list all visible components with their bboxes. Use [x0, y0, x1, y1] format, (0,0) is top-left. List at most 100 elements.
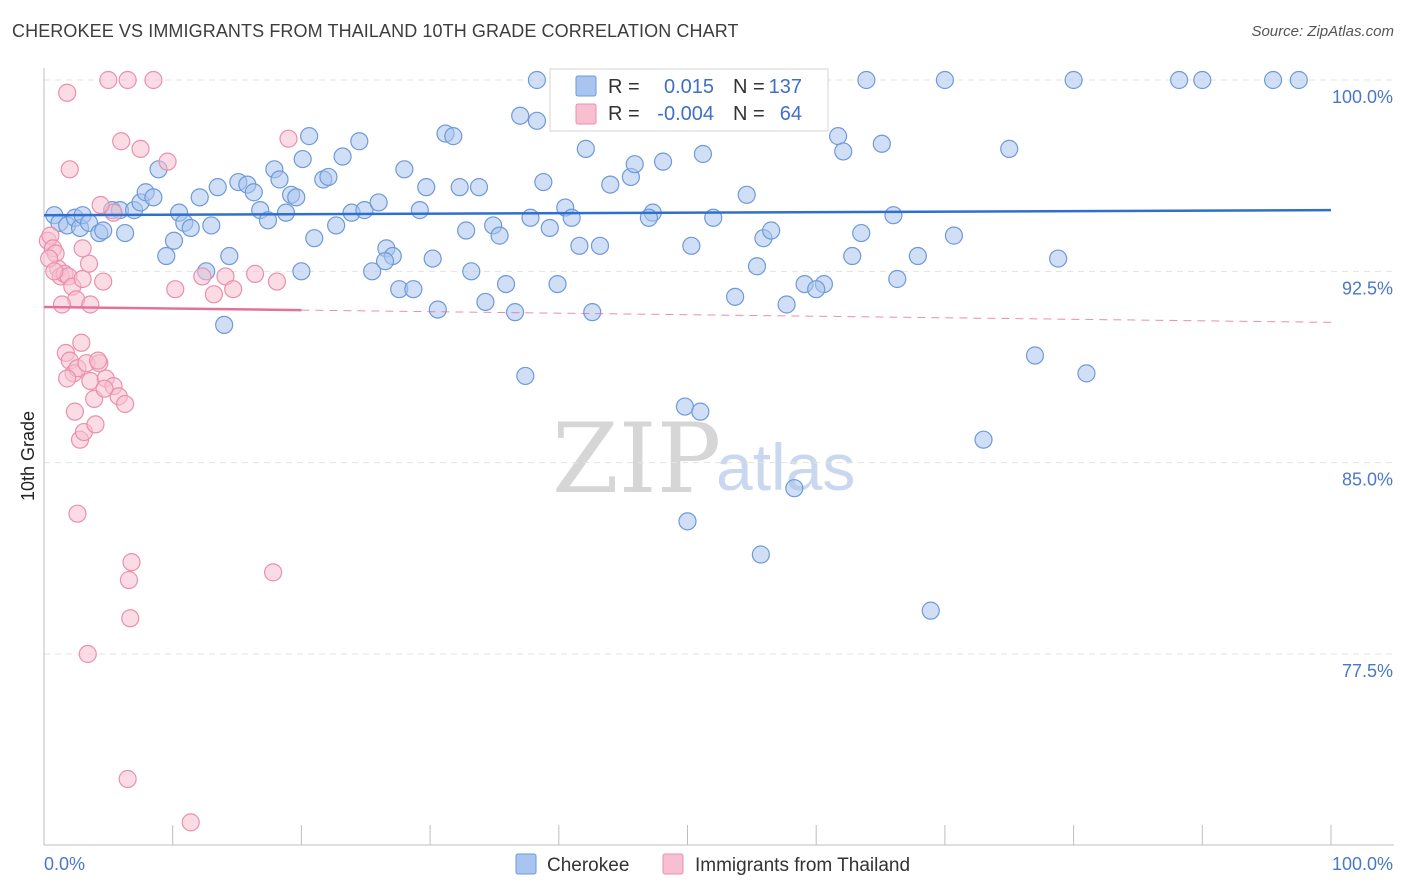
cherokee-point — [363, 262, 382, 281]
legend-n-label-thailand: N = — [733, 103, 765, 125]
legend-swatch-cherokee — [575, 75, 597, 97]
cherokee-point — [691, 402, 710, 421]
thailand-point — [52, 295, 72, 314]
cherokee-point — [675, 397, 695, 416]
cherokee-point — [843, 246, 862, 266]
cherokee-point — [292, 262, 311, 281]
thailand-point — [65, 402, 84, 421]
thailand-point — [122, 553, 141, 572]
thailand-point — [91, 195, 110, 215]
legend-r-label-cherokee: R = — [608, 76, 640, 98]
cherokee-point — [974, 430, 993, 449]
thailand-trend-line-solid — [43, 305, 302, 312]
cherokee-point — [534, 172, 553, 192]
cherokee-point — [327, 216, 346, 235]
thailand-point — [166, 280, 185, 299]
trend-layer — [43, 208, 1332, 323]
cherokee-point — [540, 218, 559, 238]
cherokee-point — [872, 134, 891, 153]
cherokee-point — [693, 144, 713, 164]
cherokee-point — [469, 178, 489, 197]
thailand-point — [279, 129, 298, 148]
series-legend-label-thailand: Immigrants from Thailand — [695, 855, 910, 876]
cherokee-point — [511, 106, 530, 125]
cherokee-point — [678, 512, 697, 531]
thailand-point — [118, 70, 137, 90]
stats-legend: R = 0.015 N = 137 R = -0.004 N = 64 — [549, 68, 829, 132]
thailand-point — [158, 152, 177, 171]
cherokee-point — [276, 203, 296, 222]
cherokee-point — [350, 132, 369, 151]
thailand-point — [267, 272, 287, 291]
thailand-point — [131, 139, 150, 158]
legend-n-label-cherokee: N = — [733, 76, 765, 98]
cherokee-point — [1077, 364, 1096, 383]
cherokee-point — [181, 218, 200, 238]
grid-layer — [44, 79, 1394, 655]
cherokee-point — [258, 211, 278, 230]
thailand-point — [58, 369, 77, 388]
cherokee-point — [144, 188, 163, 207]
thailand-point — [115, 394, 135, 414]
cherokee-point — [1049, 249, 1068, 268]
cherokee-point — [462, 262, 481, 281]
cherokee-point — [1064, 70, 1083, 90]
cherokee-point — [653, 152, 673, 171]
cherokee-point — [884, 206, 903, 225]
cherokee-point — [1193, 70, 1212, 90]
series-legend: Cherokee Immigrants from Thailand — [515, 853, 910, 876]
x-tick-label: 100.0% — [1332, 854, 1393, 874]
cherokee-point — [215, 315, 234, 335]
cherokee-point — [777, 295, 796, 314]
thailand-point — [119, 570, 139, 590]
thailand-point — [58, 83, 77, 102]
cherokee-point — [115, 223, 135, 243]
cherokee-point — [576, 139, 595, 158]
cherokee-point — [270, 170, 289, 189]
watermark-zip: ZIP — [552, 403, 721, 515]
cherokee-point — [908, 246, 927, 266]
y-tick-label: 100.0% — [1332, 87, 1393, 107]
cherokee-point — [164, 231, 184, 250]
cherokee-point — [375, 252, 395, 271]
cherokee-point — [319, 167, 338, 187]
series-legend-label-cherokee: Cherokee — [547, 855, 629, 876]
cherokee-point — [737, 185, 756, 204]
y-tick-label: 77.5% — [1342, 661, 1393, 681]
cherokee-point — [395, 160, 414, 179]
thailand-point — [263, 563, 283, 582]
thailand-point — [99, 70, 118, 90]
cherokee-point — [834, 142, 853, 161]
cherokee-point — [444, 127, 463, 146]
cherokee-point — [888, 269, 907, 289]
y-tick-label: 85.0% — [1342, 470, 1393, 490]
cherokee-point — [450, 178, 469, 197]
cherokee-point — [94, 221, 113, 240]
chart-source: Source: ZipAtlas.com — [1251, 23, 1394, 40]
cherokee-point — [293, 149, 312, 169]
legend-r-value-cherokee: 0.015 — [664, 76, 714, 98]
cherokee-point — [423, 249, 442, 268]
cherokee-point — [457, 221, 476, 240]
cherokee-point — [287, 188, 306, 207]
cherokee-point — [570, 236, 589, 255]
cherokee-point — [857, 70, 876, 90]
cherokee-point — [548, 274, 567, 294]
thailand-trend-line-dashed — [301, 309, 1332, 323]
thailand-point — [94, 272, 113, 291]
cherokee-point — [404, 280, 423, 299]
cherokee-point — [428, 300, 447, 319]
series-legend-swatch-cherokee — [515, 853, 537, 875]
cherokee-point — [785, 479, 804, 498]
y-tick-label: 92.5% — [1342, 278, 1393, 298]
cherokee-point — [496, 274, 516, 294]
thailand-point — [193, 267, 212, 286]
thailand-point — [68, 504, 87, 523]
thailand-point — [73, 269, 92, 289]
cherokee-point — [1289, 70, 1308, 90]
cherokee-point — [762, 221, 781, 240]
cherokee-point — [751, 545, 770, 564]
cherokee-point — [490, 226, 509, 245]
cherokee-point — [521, 208, 540, 227]
